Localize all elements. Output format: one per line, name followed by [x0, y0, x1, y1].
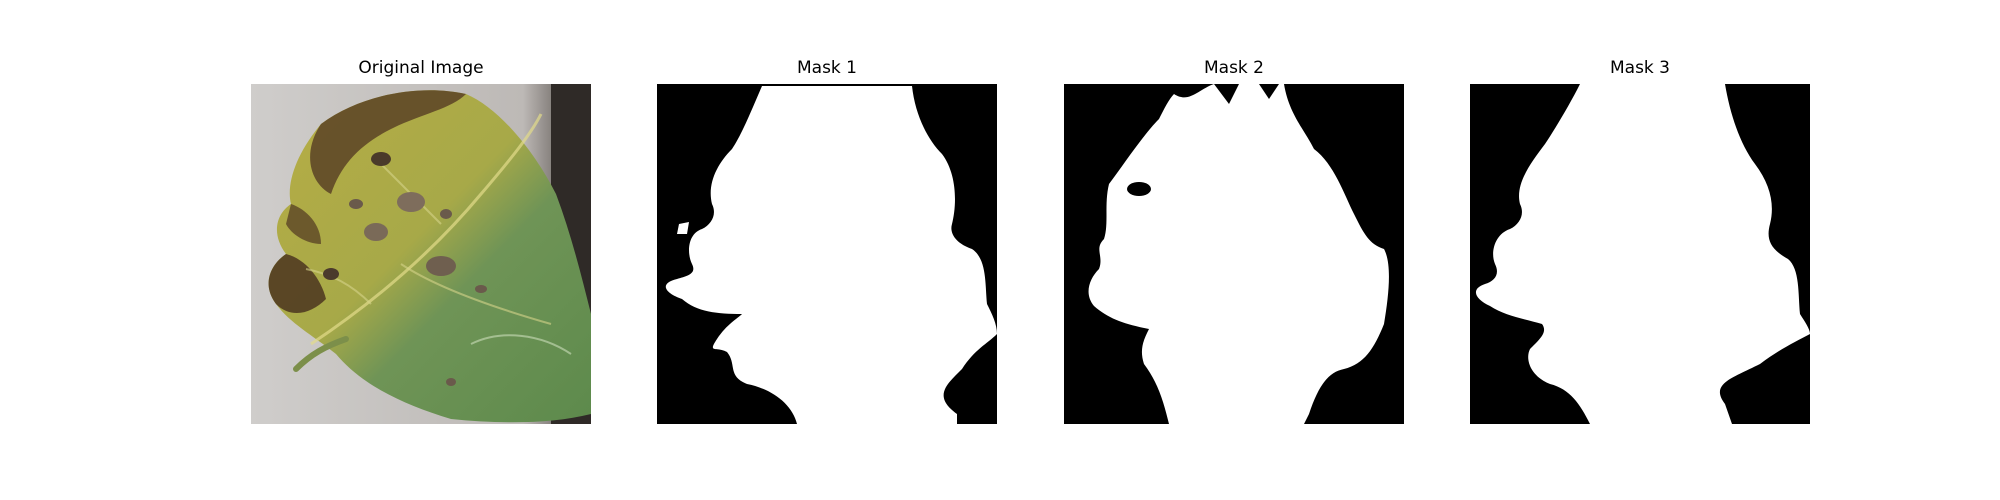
mask-3-image	[1470, 84, 1810, 424]
panel-title: Mask 3	[1609, 58, 1670, 78]
mask-1-shape	[657, 84, 997, 424]
mask-3-shape	[1470, 84, 1810, 424]
panel-title: Mask 1	[796, 58, 857, 78]
mask-1-image	[657, 84, 997, 424]
leaf-photo-illustration	[251, 84, 591, 424]
panel-title: Mask 2	[1203, 58, 1264, 78]
mask-2-image	[1064, 84, 1404, 424]
original-leaf-photo	[251, 84, 591, 424]
mask-2-shape	[1064, 84, 1404, 424]
panel-title: Original Image	[358, 58, 484, 78]
